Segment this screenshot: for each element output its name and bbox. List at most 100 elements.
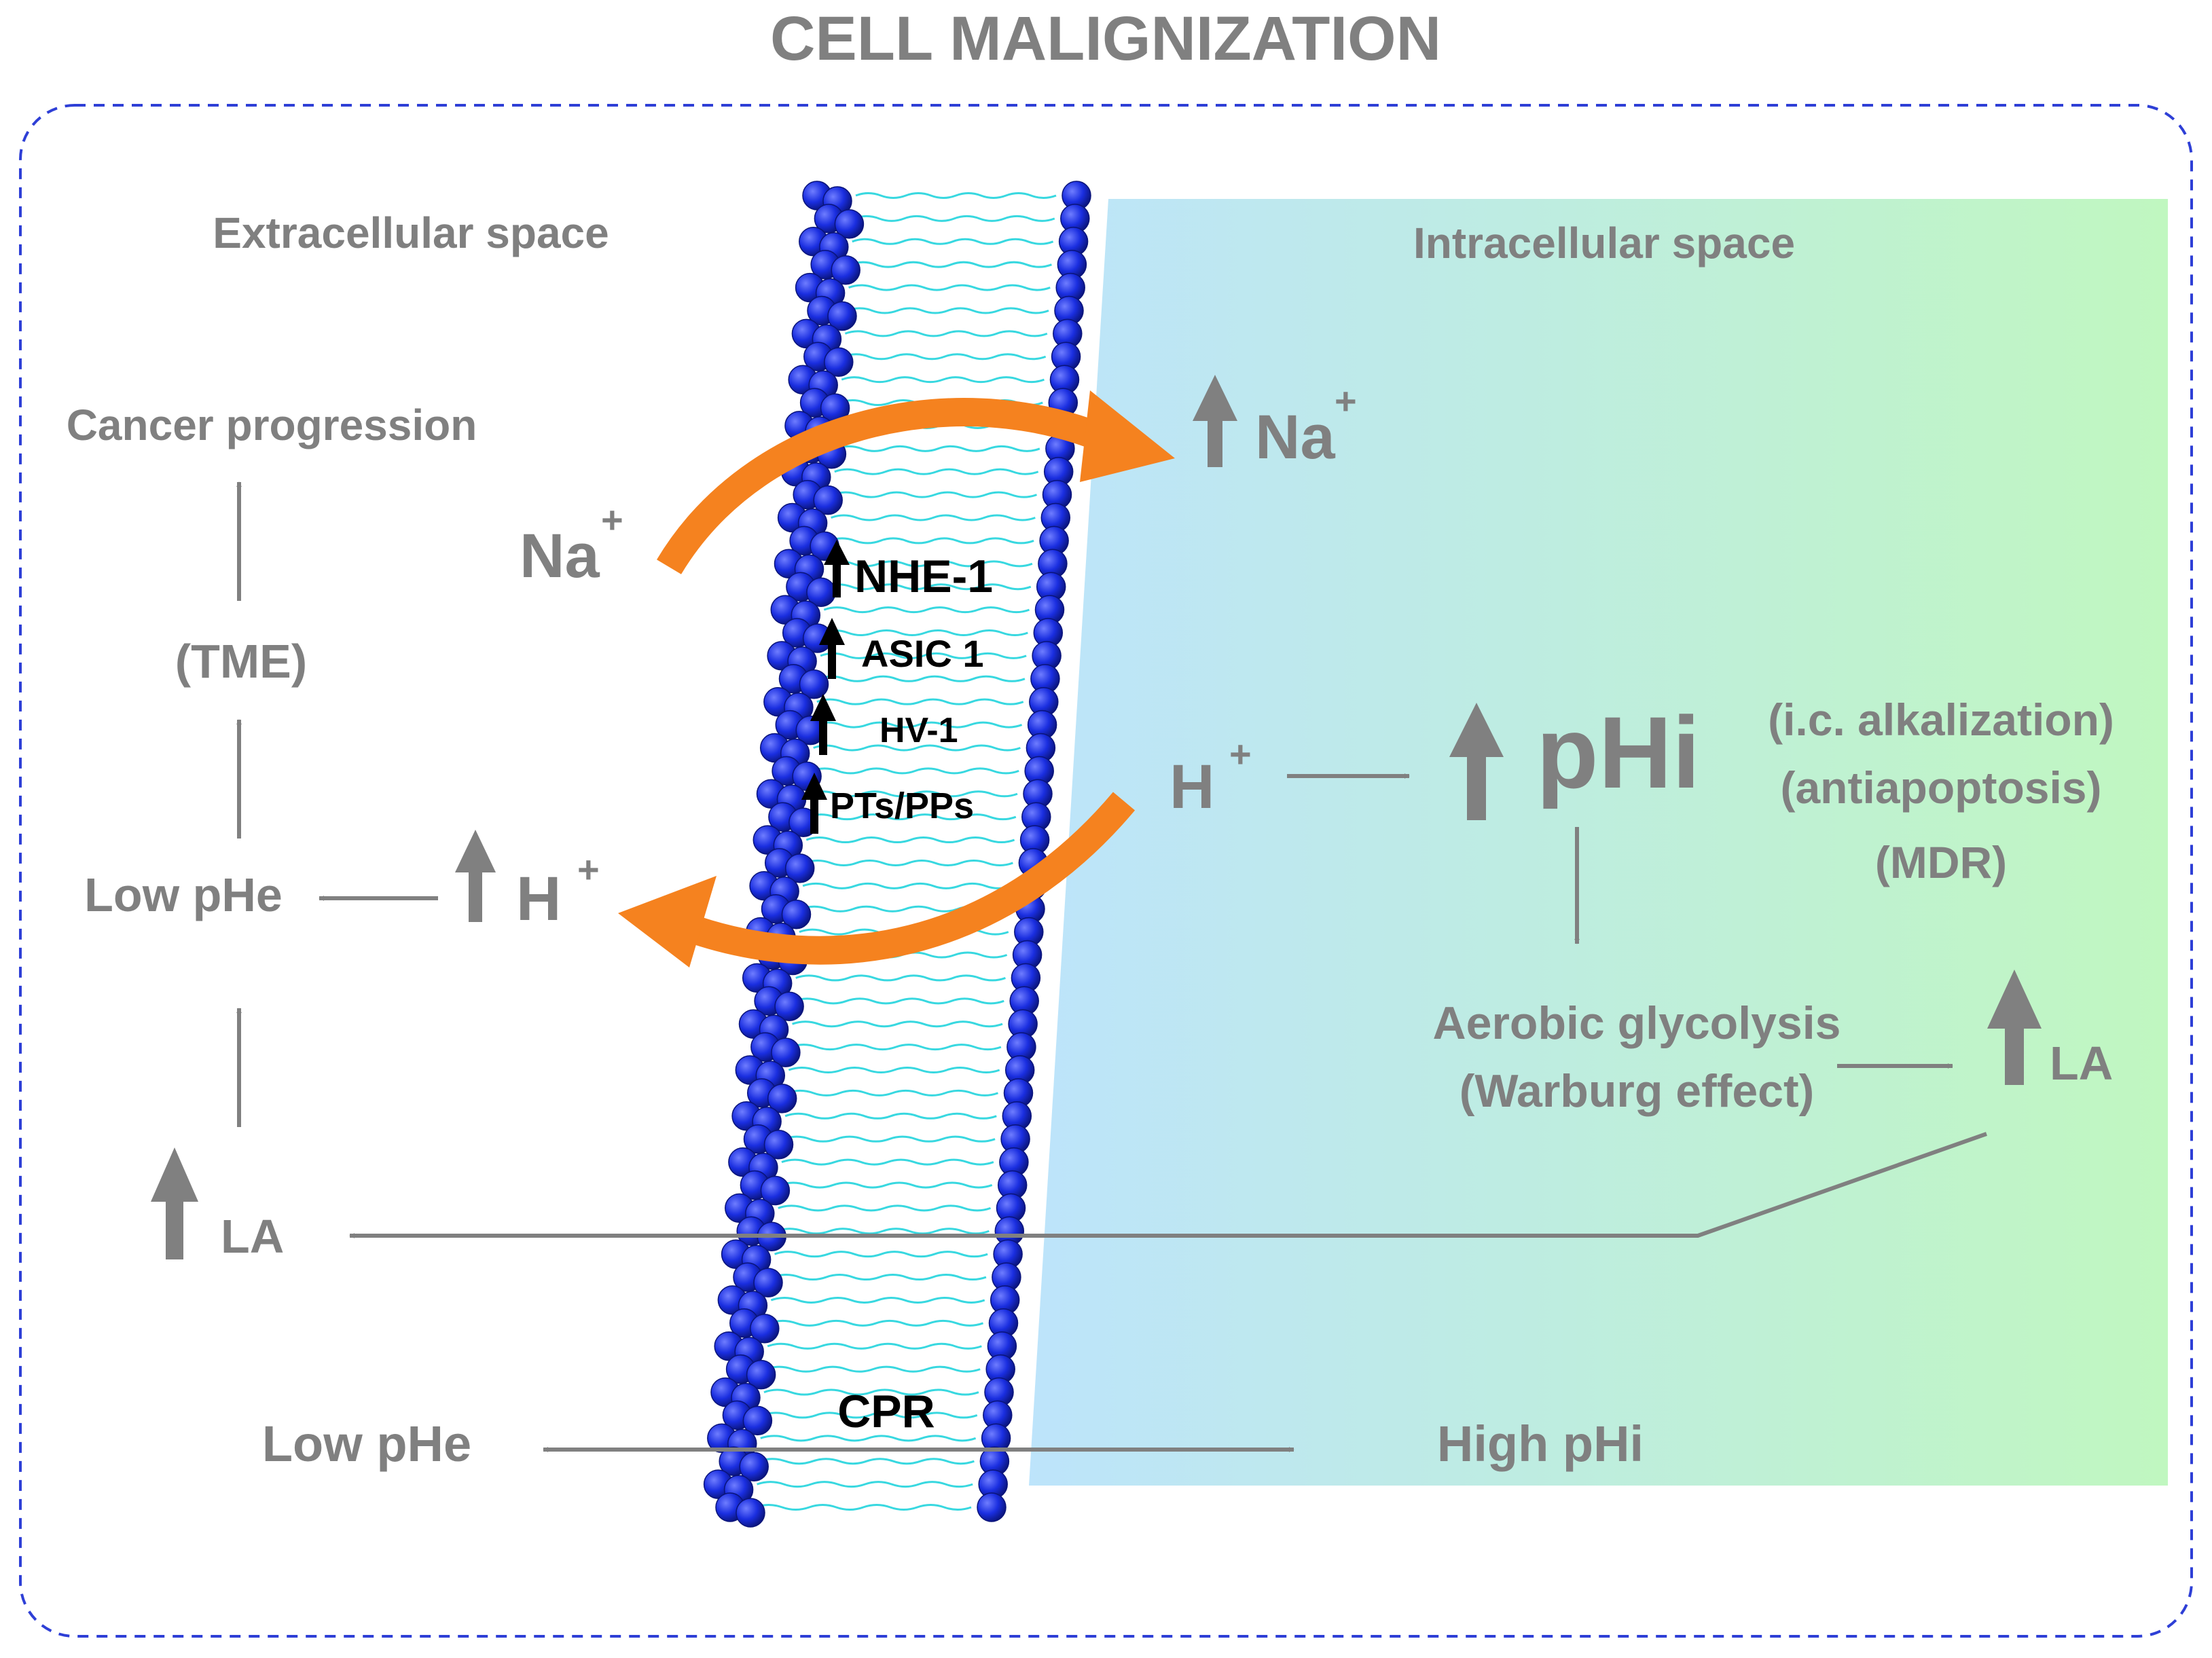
lipid-tail (811, 767, 1019, 775)
lipid-tail (784, 1112, 997, 1120)
lipid-tail (804, 859, 1013, 866)
lipid-tail (765, 1365, 981, 1373)
outer-frame (19, 104, 2193, 1638)
lipid-tail (805, 836, 1015, 844)
up-arrow-icon (151, 1147, 198, 1259)
tme-label: (TME) (175, 635, 307, 688)
lipid-tail (844, 330, 1048, 337)
antiapoptosis-label: (antiapoptosis) (1781, 762, 2102, 813)
lipid-tail (760, 1435, 977, 1442)
lipid-tail (846, 307, 1049, 314)
lipid-tail (776, 1228, 990, 1235)
lipid-tail (834, 468, 1039, 475)
lipid-tail (772, 1274, 987, 1281)
na-influx-arrow (657, 398, 1123, 574)
lipid-tail (767, 1342, 982, 1350)
h-sup-intracellular: + (1229, 733, 1252, 775)
cancer-progression-label: Cancer progression (67, 401, 477, 449)
lipid-tail (763, 1388, 979, 1396)
lipid-tail (809, 790, 1018, 798)
h-efflux-arrowhead (618, 876, 717, 968)
lipid-tail (829, 537, 1034, 545)
lipid-tail (769, 1319, 984, 1327)
transporter-list: NHE-1 ASIC 1 HV-1 PTs/PPs (801, 540, 993, 834)
na-ion-intracellular: Na (1255, 403, 1335, 472)
lipid-tail (816, 698, 1024, 705)
h-sup-extracellular: + (577, 848, 600, 891)
lipid-head (742, 1405, 773, 1436)
lipid-tail (790, 1044, 1002, 1051)
up-arrow-icon (801, 773, 827, 834)
lipid-head (831, 255, 860, 285)
lipid-tail (820, 652, 1027, 659)
lipid-tail (755, 1504, 972, 1511)
intracellular-heading: Intracellular space (1413, 219, 1795, 268)
low-phe-bottom-label: Low pHe (262, 1416, 471, 1472)
lipid-tail (757, 1481, 973, 1488)
lipid-tail (852, 238, 1054, 245)
lipid-tail (795, 974, 1006, 982)
extracellular-heading: Extracellular space (213, 208, 609, 257)
up-arrow-icon (819, 618, 845, 679)
lipid-tail (823, 606, 1030, 614)
lipid-head (753, 1268, 783, 1297)
na-sup-extracellular: + (601, 498, 623, 541)
lipid-tail (835, 445, 1040, 452)
lipid-head (834, 209, 865, 239)
lipid-head (827, 301, 857, 331)
lipid-tail (855, 192, 1057, 199)
transporter-asic1: ASIC 1 (861, 632, 984, 675)
up-arrow-icon (1193, 375, 1237, 467)
up-arrow-icon (1987, 970, 2042, 1085)
up-arrow-icon (810, 694, 836, 755)
lipid-tail (774, 1251, 988, 1258)
lipid-head (781, 899, 812, 929)
mdr-label: (MDR) (1875, 837, 2007, 887)
phi-label: pHi (1536, 695, 1701, 809)
lipid-tail (825, 583, 1032, 591)
lipid-head (813, 485, 843, 515)
lipid-head (774, 991, 804, 1022)
lipid-tail (770, 1296, 985, 1304)
lipid-tail (778, 1204, 992, 1212)
lipid-tail (848, 284, 1051, 291)
na-sup-intracellular: + (1335, 380, 1357, 422)
lipid-head (824, 347, 854, 377)
lipid-tail (850, 261, 1052, 268)
lipid-head (767, 1084, 797, 1113)
cpr-label: CPR (837, 1386, 935, 1437)
lipid-head (977, 1492, 1007, 1522)
lipid-tail (792, 1020, 1003, 1028)
la-extracellular: LA (221, 1210, 284, 1263)
transporter-nhe1: NHE-1 (854, 551, 993, 602)
h-ion-extracellular: H (516, 864, 561, 934)
lipid-head (760, 1175, 791, 1206)
low-phe-mid-label: Low pHe (84, 868, 283, 921)
transporter-hv1: HV-1 (880, 711, 958, 750)
lipid-tail (783, 1135, 996, 1143)
na-influx-arrowhead (1080, 390, 1175, 482)
lipid-tail (814, 721, 1023, 729)
lipid-tail (831, 514, 1036, 521)
lipid-tail (761, 1412, 978, 1419)
intracellular-region (1029, 199, 2168, 1486)
lipid-tail (802, 882, 1012, 889)
diagram-title: CELL MALIGNIZATION (770, 4, 1441, 73)
lipid-tail (832, 491, 1038, 498)
lipid-tail (808, 813, 1017, 821)
lipid-head (784, 853, 815, 883)
high-phi-bottom-label: High pHi (1437, 1416, 1644, 1472)
lipid-head (746, 1359, 776, 1390)
la-intracellular: LA (2050, 1037, 2113, 1090)
lipid-tail (779, 1181, 993, 1189)
na-ion-extracellular: Na (520, 521, 600, 591)
lipid-tail (827, 560, 1033, 568)
lipid-tail (843, 353, 1047, 361)
lipid-tail (853, 215, 1055, 222)
lipid-tail (793, 997, 1004, 1005)
h-efflux-arrow (681, 792, 1136, 965)
lipid-head (799, 669, 829, 699)
lipid-tail (781, 1158, 994, 1166)
up-arrow-icon (1449, 703, 1504, 820)
